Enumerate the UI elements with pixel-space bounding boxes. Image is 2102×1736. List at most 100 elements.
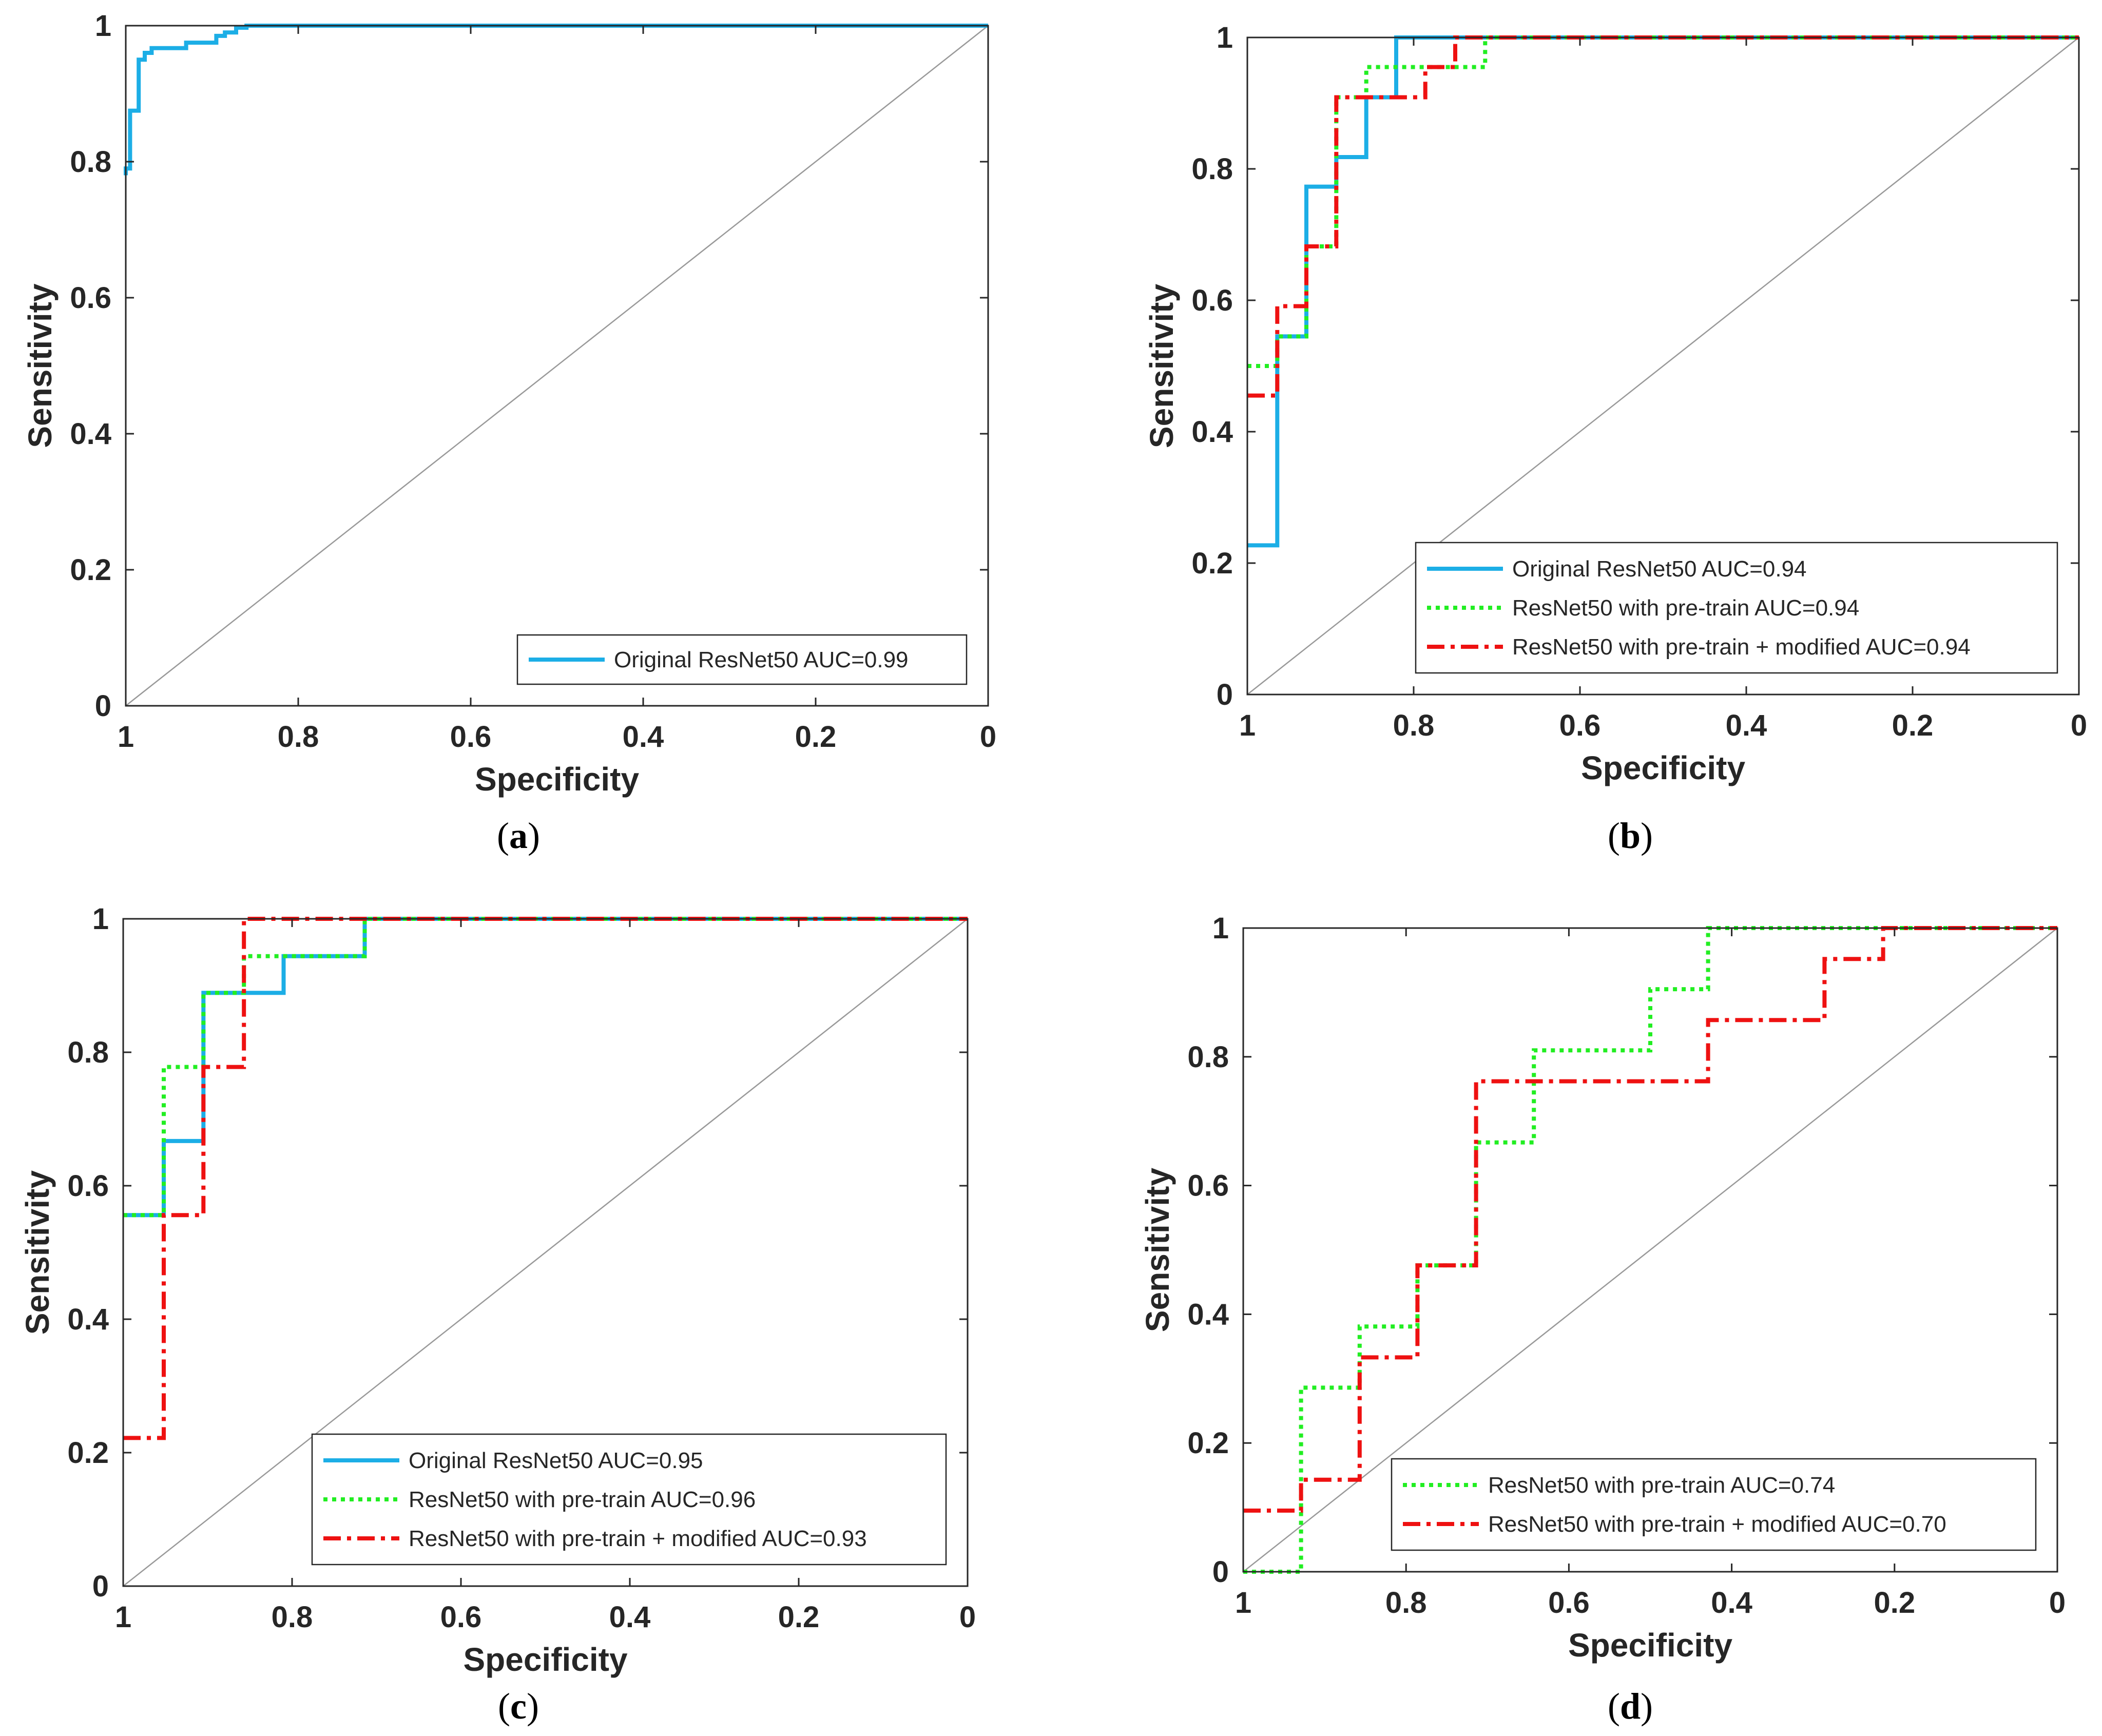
- panel-caption: (b): [1608, 815, 1653, 856]
- y-tick-label: 0.6: [1191, 284, 1233, 317]
- caption-letter: b: [1620, 815, 1641, 856]
- caption-close-paren: ): [527, 1686, 539, 1727]
- y-axis-title: Sensitivity: [22, 283, 59, 448]
- caption-close-paren: ): [528, 815, 540, 856]
- reference-diagonal-line: [125, 25, 989, 706]
- legend-entry-label: ResNet50 with pre-train AUC=0.96: [409, 1487, 756, 1512]
- x-tick-label: 0.8: [1393, 709, 1435, 742]
- legend: Original ResNet50 AUC=0.95 ResNet50 with …: [311, 1433, 947, 1566]
- y-tick-label: 0.8: [1187, 1040, 1229, 1074]
- y-tick-label: 0.8: [67, 1036, 109, 1069]
- x-tick-label: 0.6: [440, 1600, 482, 1634]
- caption-open-paren: (: [497, 815, 509, 856]
- x-tick-label: 0.4: [623, 720, 664, 754]
- y-tick-label: 0.2: [1191, 547, 1233, 580]
- y-tick-label: 1: [95, 9, 111, 43]
- y-tick-label: 0.4: [67, 1303, 109, 1336]
- caption-letter: d: [1620, 1686, 1641, 1727]
- x-tick-label: 0: [959, 1600, 976, 1634]
- y-tick-label: 1: [92, 902, 109, 936]
- x-tick-label: 0.8: [1385, 1586, 1427, 1619]
- x-tick-label: 0.6: [450, 720, 492, 754]
- y-axis-title: Sensitivity: [1139, 1168, 1176, 1333]
- y-axis-title: Sensitivity: [1143, 284, 1180, 449]
- caption-close-paren: ): [1641, 815, 1653, 856]
- legend-entry-label: Original ResNet50 AUC=0.95: [409, 1448, 703, 1473]
- axes-box: [125, 25, 989, 707]
- y-tick-label: 0.6: [70, 281, 111, 315]
- panel-c: 1 0.8 0.6 0.4 0.2 0 0 0.2 0.4 0.6 0.8 1 Specificity S…: [19, 902, 976, 1727]
- axes-box: [1242, 927, 2058, 1573]
- x-tick-label: 0.2: [1892, 709, 1934, 742]
- caption-letter: a: [509, 815, 528, 856]
- legend-entry-label: ResNet50 with pre-train + modified AUC=0…: [1488, 1512, 1946, 1537]
- panel-caption: (c): [498, 1686, 539, 1727]
- x-axis-title: Specificity: [463, 1641, 628, 1678]
- panel-d: 1 0.8 0.6 0.4 0.2 0 0 0.2 0.4 0.6 0.8 1 Specificity S…: [1139, 912, 2066, 1727]
- caption-close-paren: ): [1641, 1686, 1653, 1727]
- y-tick-label: 0: [1217, 678, 1233, 711]
- y-tick-label: 0.8: [70, 145, 111, 179]
- panel-caption: (d): [1608, 1686, 1653, 1727]
- x-tick-label: 0.2: [795, 720, 837, 754]
- x-tick-label: 0.8: [272, 1600, 313, 1634]
- legend-entry-label: Original ResNet50 AUC=0.94: [1512, 556, 1807, 582]
- legend-entry-label: Original ResNet50 AUC=0.99: [614, 647, 909, 672]
- reference-diagonal-line: [1247, 37, 2079, 695]
- x-tick-label: 1: [1235, 1586, 1251, 1619]
- caption-open-paren: (: [498, 1686, 510, 1727]
- y-tick-label: 0.4: [1187, 1298, 1229, 1331]
- series-line-1: [1243, 926, 2057, 1574]
- y-tick-label: 0.2: [70, 553, 111, 587]
- panel-caption: (a): [497, 815, 540, 856]
- panel-b: 1 0.8 0.6 0.4 0.2 0 0 0.2 0.4 0.6 0.8 1 Specificity S…: [1143, 21, 2087, 856]
- series-line-2: [123, 917, 968, 1218]
- y-tick-label: 1: [1212, 912, 1229, 945]
- legend-box: [311, 1433, 947, 1566]
- reference-diagonal-line: [123, 918, 968, 1587]
- x-tick-label: 1: [118, 720, 134, 754]
- x-tick-label: 0.6: [1548, 1586, 1590, 1619]
- x-tick-label: 0: [980, 720, 996, 754]
- x-tick-label: 0.4: [1711, 1586, 1752, 1619]
- axes-box: [1246, 36, 2080, 696]
- legend: ResNet50 with pre-train AUC=0.74 ResNet50…: [1391, 1458, 2037, 1551]
- caption-letter: c: [510, 1686, 527, 1727]
- legend-box: [1391, 1458, 2037, 1551]
- x-tick-label: 1: [115, 1600, 131, 1634]
- x-tick-label: 0.2: [778, 1600, 820, 1634]
- series-line-3: [123, 917, 968, 1440]
- y-tick-label: 0.6: [67, 1169, 109, 1203]
- y-tick-label: 0: [95, 689, 111, 723]
- legend-entry-label: ResNet50 with pre-train AUC=0.74: [1488, 1473, 1835, 1498]
- x-tick-label: 0.4: [609, 1600, 651, 1634]
- x-axis-title: Specificity: [1581, 749, 1746, 786]
- caption-open-paren: (: [1608, 1686, 1620, 1727]
- x-tick-label: 1: [1239, 709, 1256, 742]
- y-tick-label: 0.2: [1187, 1426, 1229, 1460]
- y-tick-label: 0.8: [1191, 152, 1233, 186]
- y-tick-label: 0.4: [1191, 415, 1233, 449]
- series-line-3: [1247, 35, 2079, 398]
- x-tick-label: 0.4: [1726, 709, 1767, 742]
- panel-a: 1 0.8 0.6 0.4 0.2 0 0 0.2 0.4 0.6 0.8 1 Specificity S…: [22, 9, 996, 856]
- y-tick-label: 0.4: [70, 417, 111, 451]
- x-tick-label: 0: [2049, 1586, 2066, 1619]
- y-tick-label: 0.6: [1187, 1169, 1229, 1203]
- y-tick-label: 1: [1217, 21, 1233, 54]
- legend-entry-label: ResNet50 with pre-train + modified AUC=0…: [409, 1526, 867, 1551]
- legend: Original ResNet50 AUC=0.99: [516, 634, 968, 685]
- series-line-1: [124, 24, 988, 176]
- x-tick-label: 0: [2071, 709, 2087, 742]
- y-axis-title: Sensitivity: [19, 1170, 56, 1335]
- x-axis-title: Specificity: [1568, 1627, 1733, 1664]
- x-tick-label: 0.8: [278, 720, 319, 754]
- series-line-2: [1243, 926, 2057, 1513]
- y-tick-label: 0.2: [67, 1436, 109, 1470]
- x-tick-label: 0.6: [1559, 709, 1601, 742]
- y-tick-label: 0: [1212, 1555, 1229, 1589]
- x-tick-label: 0.2: [1874, 1586, 1915, 1619]
- y-tick-label: 0: [92, 1570, 109, 1603]
- reference-diagonal-line: [1243, 928, 2058, 1572]
